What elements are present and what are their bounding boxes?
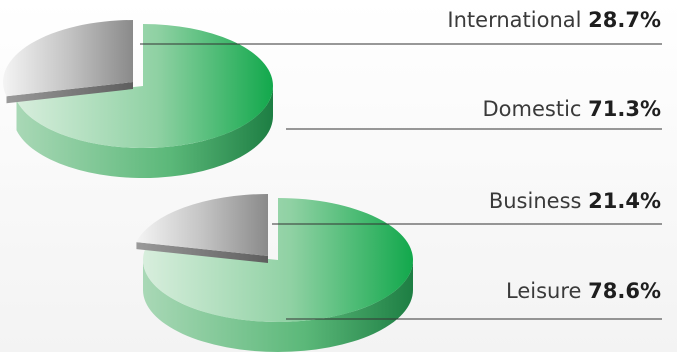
slice-side-business [136, 242, 268, 263]
label-domestic-value: 71.3% [588, 97, 661, 121]
label-leisure: Leisure 78.6% [506, 279, 661, 303]
leader-lines [140, 43, 662, 320]
slice-business [136, 194, 268, 256]
slice-domestic [16, 24, 274, 149]
slice-leisure [143, 198, 413, 322]
label-international: International 28.7% [447, 8, 661, 32]
slice-side-international [6, 82, 134, 104]
label-leisure-name: Leisure [506, 279, 582, 303]
slice-international [3, 20, 134, 97]
pie-chart-1 [3, 20, 274, 178]
label-leisure-value: 78.6% [588, 279, 661, 303]
slice-side-leisure [143, 260, 413, 352]
label-international-name: International [447, 8, 582, 32]
label-domestic-name: Domestic [482, 97, 582, 121]
pie-chart-2 [136, 194, 413, 352]
label-international-value: 28.7% [588, 8, 661, 32]
label-domestic: Domestic 71.3% [483, 97, 662, 121]
label-business-value: 21.4% [588, 189, 661, 213]
label-business-name: Business [488, 189, 582, 213]
slice-side-domestic [16, 86, 274, 178]
label-business: Business 21.4% [489, 189, 661, 213]
